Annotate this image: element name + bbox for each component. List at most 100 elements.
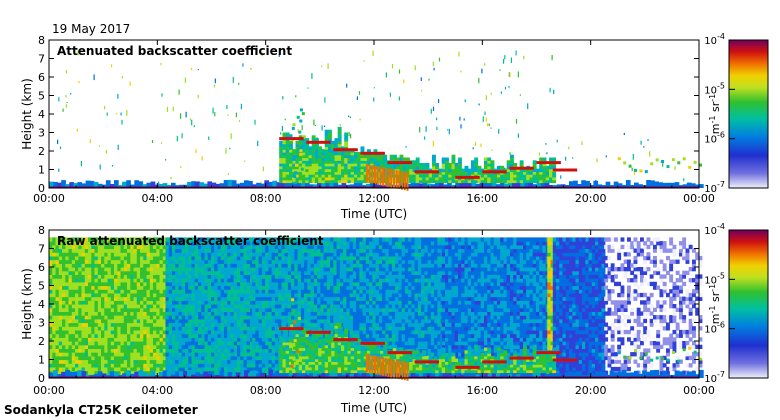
heatmap-cell xyxy=(333,311,338,316)
heatmap-cell xyxy=(302,165,306,170)
heatmap-cell xyxy=(204,267,209,272)
heatmap-cell xyxy=(94,311,99,316)
heatmap-cell xyxy=(91,241,96,246)
heatmap-cell xyxy=(151,140,154,143)
heatmap-cell xyxy=(344,154,349,159)
heatmap-cell xyxy=(204,259,209,264)
heatmap-cell xyxy=(143,359,148,364)
heatmap-cell xyxy=(367,154,371,159)
heatmap-cell xyxy=(646,180,651,188)
heatmap-cell xyxy=(211,244,215,250)
heatmap-cell xyxy=(250,329,254,335)
heatmap-cell xyxy=(204,344,209,349)
heatmap-cell xyxy=(281,315,286,320)
heatmap-cell xyxy=(399,168,404,172)
heatmap-cell xyxy=(207,370,212,375)
heatmap-cell xyxy=(326,274,331,279)
heatmap-cell xyxy=(81,322,86,327)
heatmap-cell xyxy=(305,143,310,147)
heatmap-cell xyxy=(349,307,354,312)
heatmap-cell xyxy=(282,168,287,172)
heatmap-cell xyxy=(333,267,338,272)
heatmap-cell xyxy=(127,311,131,316)
heatmap-cell xyxy=(110,337,115,342)
heatmap-cell xyxy=(84,311,89,316)
heatmap-cell xyxy=(52,344,57,349)
heatmap-cell xyxy=(214,270,219,275)
heatmap-cell xyxy=(346,296,351,301)
heatmap-cell xyxy=(68,300,73,305)
heatmap-cell xyxy=(66,102,68,103)
heatmap-cell xyxy=(336,252,341,257)
heatmap-cell xyxy=(94,248,99,253)
heatmap-cell xyxy=(127,304,131,309)
heatmap-cell xyxy=(224,237,228,242)
heatmap-cell xyxy=(62,278,66,283)
heatmap-cell xyxy=(165,304,170,309)
heatmap-cell xyxy=(211,300,215,305)
heatmap-cell xyxy=(291,270,295,275)
heatmap-cell xyxy=(300,285,305,290)
heatmap-cell xyxy=(294,300,299,305)
heatmap-cell xyxy=(510,171,514,175)
heatmap-cell xyxy=(123,237,128,242)
heatmap-cell xyxy=(156,341,161,346)
heatmap-cell xyxy=(330,304,334,309)
heatmap-cell xyxy=(324,154,329,159)
heatmap-cell xyxy=(172,285,176,290)
heatmap-cell xyxy=(88,244,92,250)
heatmap-cell xyxy=(88,274,92,279)
heatmap-cell xyxy=(398,69,401,74)
heatmap-cell xyxy=(91,255,96,261)
heatmap-cell xyxy=(307,318,312,324)
heatmap-cell xyxy=(114,348,118,353)
heatmap-cell xyxy=(91,296,96,301)
heatmap-cell xyxy=(255,337,260,342)
heatmap-cell xyxy=(65,244,70,250)
heatmap-cell xyxy=(185,359,189,364)
heatmap-cell xyxy=(326,248,331,253)
heatmap-cell xyxy=(339,281,344,287)
heatmap-cell xyxy=(160,142,163,144)
heatmap-cell xyxy=(307,244,312,250)
heatmap-cell xyxy=(252,270,256,275)
heatmap-cell xyxy=(168,337,173,342)
heatmap-cell xyxy=(133,344,138,349)
heatmap-cell xyxy=(172,304,176,309)
heatmap-cell xyxy=(250,241,254,246)
heatmap-cell xyxy=(178,355,183,361)
heatmap-cell xyxy=(201,326,206,331)
heatmap-cell xyxy=(166,185,172,188)
heatmap-cell xyxy=(451,176,456,181)
heatmap-cell xyxy=(336,292,341,298)
heatmap-cell xyxy=(178,315,183,320)
heatmap-cell xyxy=(255,285,260,290)
heatmap-cell xyxy=(224,366,228,372)
heatmap-cell xyxy=(75,281,79,287)
heatmap-cell xyxy=(320,270,325,275)
heatmap-cell xyxy=(317,241,321,246)
heatmap-cell xyxy=(140,337,144,342)
heatmap-cell xyxy=(539,168,544,172)
heatmap-cell xyxy=(94,296,99,301)
heatmap-cell xyxy=(334,151,339,156)
heatmap-cell xyxy=(227,237,232,242)
heatmap-cell xyxy=(317,180,322,188)
heatmap-cell xyxy=(162,341,167,346)
heatmap-cell xyxy=(227,304,232,309)
heatmap-cell xyxy=(415,163,420,167)
heatmap-cell xyxy=(201,255,206,261)
heatmap-cell xyxy=(258,285,263,290)
heatmap-cell xyxy=(545,179,550,184)
heatmap-cell xyxy=(258,281,263,287)
heatmap-cell xyxy=(159,318,164,324)
heatmap-cell xyxy=(274,263,279,268)
heatmap-cell xyxy=(281,300,286,305)
heatmap-cell xyxy=(334,165,339,170)
heatmap-cell xyxy=(291,292,295,298)
heatmap-cell xyxy=(347,179,352,184)
heatmap-cell xyxy=(363,60,365,62)
heatmap-cell xyxy=(191,344,196,349)
heatmap-cell xyxy=(634,182,639,188)
heatmap-cell xyxy=(153,259,157,264)
